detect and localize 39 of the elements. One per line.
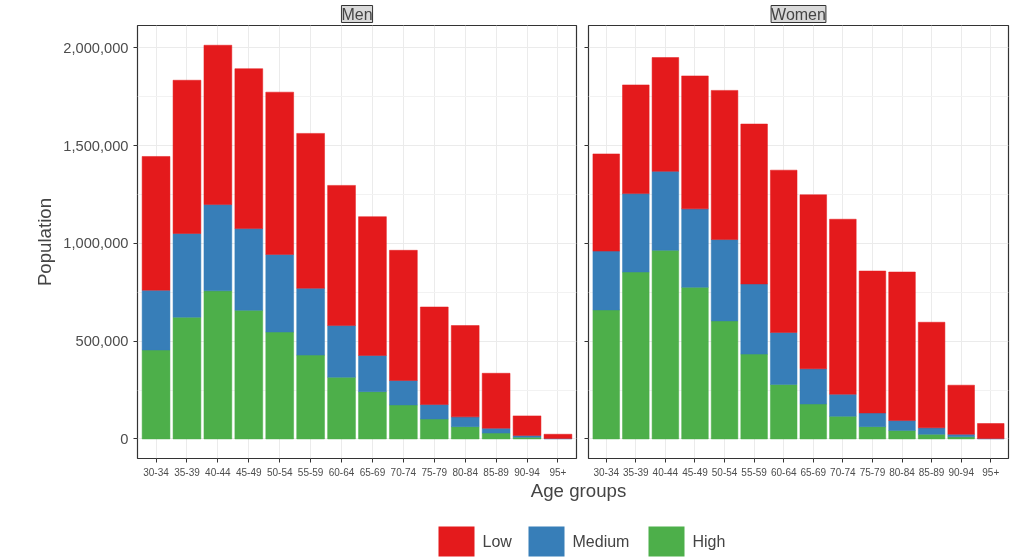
x-tick-label: 75-79 bbox=[421, 466, 448, 478]
x-tick-label: 45-49 bbox=[682, 466, 709, 478]
x-tick-label: 70-74 bbox=[830, 466, 857, 478]
x-tick-label: 35-39 bbox=[623, 466, 650, 478]
x-tick-label: 30-34 bbox=[143, 466, 170, 478]
x-tick-label: 60-64 bbox=[770, 466, 797, 478]
x-tick-label: 35-39 bbox=[174, 466, 201, 478]
y-tick-label: 2,000,000 bbox=[63, 39, 129, 56]
x-tick-label: 55-59 bbox=[741, 466, 768, 478]
x-tick-label: 40-44 bbox=[652, 466, 679, 478]
x-tick-label: 50-54 bbox=[266, 466, 293, 478]
y-axis-title: Population bbox=[34, 197, 56, 287]
x-tick-label: 75-79 bbox=[859, 466, 886, 478]
x-tick-label: 90-94 bbox=[948, 466, 975, 478]
legend-label: Low bbox=[482, 533, 513, 550]
x-tick-label: 95+ bbox=[549, 466, 567, 478]
x-tick-label: 85-89 bbox=[483, 466, 510, 478]
x-tick-label: 85-89 bbox=[918, 466, 945, 478]
legend-label: Medium bbox=[572, 533, 630, 550]
x-tick-label: 90-94 bbox=[514, 466, 541, 478]
x-tick-label: 30-34 bbox=[593, 466, 620, 478]
y-tick-label: 500,000 bbox=[75, 333, 129, 350]
x-tick-label: 65-69 bbox=[800, 466, 827, 478]
x-tick-label: 80-84 bbox=[452, 466, 479, 478]
x-tick-label: 70-74 bbox=[390, 466, 417, 478]
x-tick-label: 95+ bbox=[982, 466, 1000, 478]
x-tick-label: 80-84 bbox=[889, 466, 916, 478]
x-axis-title: Age groups bbox=[530, 480, 627, 501]
x-tick-label: 40-44 bbox=[205, 466, 232, 478]
x-tick-label: 55-59 bbox=[297, 466, 324, 478]
x-tick-label: 60-64 bbox=[328, 466, 355, 478]
x-tick-label: 65-69 bbox=[359, 466, 386, 478]
x-tick-label: 50-54 bbox=[711, 466, 738, 478]
chart-title: Men bbox=[341, 5, 373, 23]
legend-label: High bbox=[692, 533, 726, 550]
y-tick-label: 1,000,000 bbox=[63, 235, 129, 252]
y-tick-label: 1,500,000 bbox=[63, 137, 129, 154]
x-tick-label: 45-49 bbox=[236, 466, 263, 478]
y-tick-label: 0 bbox=[120, 430, 129, 447]
